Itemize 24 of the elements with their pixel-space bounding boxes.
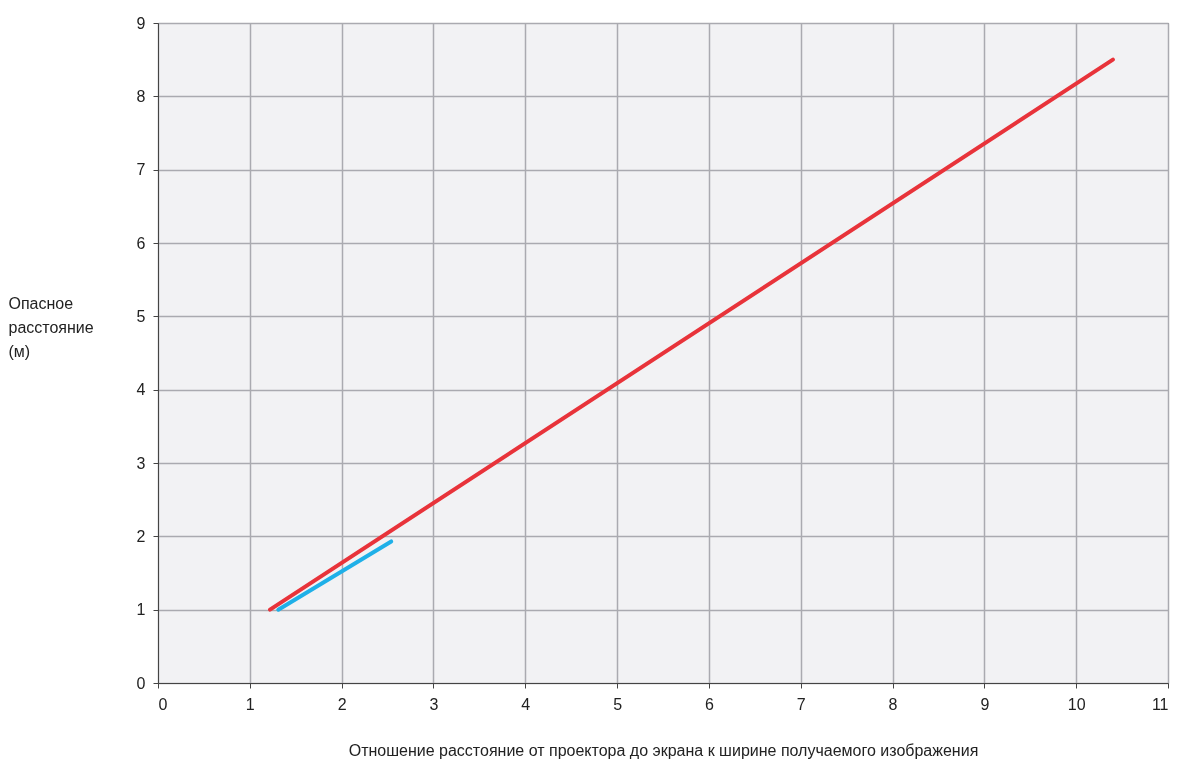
x-tick-label: 4 [521, 695, 531, 713]
x-tick-label: 5 [613, 695, 623, 713]
x-tick-label: 1 [245, 695, 255, 713]
y-tick-label: 2 [136, 527, 146, 545]
y-tick-label: 4 [136, 381, 146, 399]
y-axis-title: Опасное расстояние (м) [8, 294, 94, 360]
x-tick-label: 0 [158, 695, 168, 713]
y-tick-label: 0 [136, 674, 146, 692]
y-tick-label: 3 [136, 454, 146, 472]
x-tick-label: 8 [888, 695, 898, 713]
y-tick-label: 9 [136, 14, 146, 32]
x-tick-label: 11 [1151, 695, 1169, 713]
x-tick-label: 7 [796, 695, 806, 713]
x-tick-label: 6 [704, 695, 714, 713]
y-tick-label: 6 [136, 234, 146, 252]
x-tick-label: 9 [980, 695, 990, 713]
y-tick-label: 5 [136, 307, 146, 325]
y-tick-label: 8 [136, 87, 146, 105]
y-tick-label: 1 [136, 601, 146, 619]
x-tick-label: 2 [337, 695, 347, 713]
x-axis-title: Отношение расстояние от проектора до экрана к ширине получаемого изображения [348, 741, 979, 759]
x-tick-label: 10 [1067, 695, 1086, 713]
y-tick-label: 7 [136, 161, 146, 179]
x-tick-label: 3 [429, 695, 439, 713]
